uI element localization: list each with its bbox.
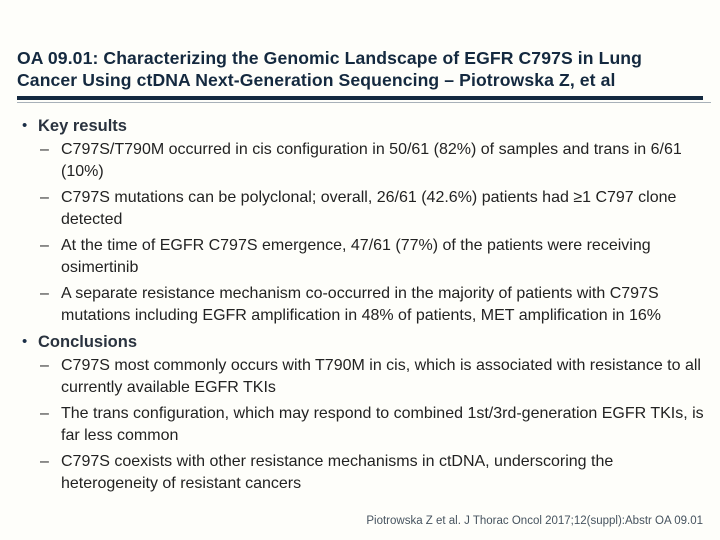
bullet-dot-marker: • xyxy=(22,117,28,134)
bullet-item: – C797S/T790M occurred in cis configurat… xyxy=(0,139,720,182)
bullet-dot-marker: • xyxy=(22,333,28,350)
bullet-dash-marker: – xyxy=(40,189,49,206)
bullet-text: C797S coexists with other resistance mec… xyxy=(61,453,614,492)
bullet-item: – C797S mutations can be polyclonal; ove… xyxy=(0,187,720,230)
section-heading-label: Key results xyxy=(38,117,127,135)
bullet-item: – At the time of EGFR C797S emergence, 4… xyxy=(0,235,720,278)
bullet-text: C797S most commonly occurs with T790M in… xyxy=(61,357,701,396)
bullet-text: A separate resistance mechanism co-occur… xyxy=(61,285,661,324)
bullet-dash-marker: – xyxy=(40,237,49,254)
slide-body: • Key results – C797S/T790M occurred in … xyxy=(0,103,720,494)
bullet-dash-marker: – xyxy=(40,141,49,158)
title-divider-thick-line xyxy=(17,96,703,100)
section-heading-conclusions: • Conclusions xyxy=(0,331,720,353)
slide-title: OA 09.01: Characterizing the Genomic Lan… xyxy=(17,48,642,90)
bullet-item: – C797S coexists with other resistance m… xyxy=(0,451,720,494)
bullet-text: At the time of EGFR C797S emergence, 47/… xyxy=(61,237,651,276)
bullet-dash-marker: – xyxy=(40,285,49,302)
bullet-text: C797S mutations can be polyclonal; overa… xyxy=(61,189,677,228)
bullet-text: The trans configuration, which may respo… xyxy=(61,405,704,444)
bullet-item: – C797S most commonly occurs with T790M … xyxy=(0,355,720,398)
section-heading-label: Conclusions xyxy=(38,333,138,351)
bullet-item: – A separate resistance mechanism co-occ… xyxy=(0,283,720,326)
title-divider xyxy=(17,96,720,103)
title-divider-thin-line xyxy=(17,102,711,103)
bullet-dash-marker: – xyxy=(40,357,49,374)
bullet-dash-marker: – xyxy=(40,453,49,470)
citation: Piotrowska Z et al. J Thorac Oncol 2017;… xyxy=(366,515,703,527)
bullet-dash-marker: – xyxy=(40,405,49,422)
section-heading-key-results: • Key results xyxy=(0,115,720,137)
bullet-text: C797S/T790M occurred in cis configuratio… xyxy=(61,141,682,180)
bullet-item: – The trans configuration, which may res… xyxy=(0,403,720,446)
